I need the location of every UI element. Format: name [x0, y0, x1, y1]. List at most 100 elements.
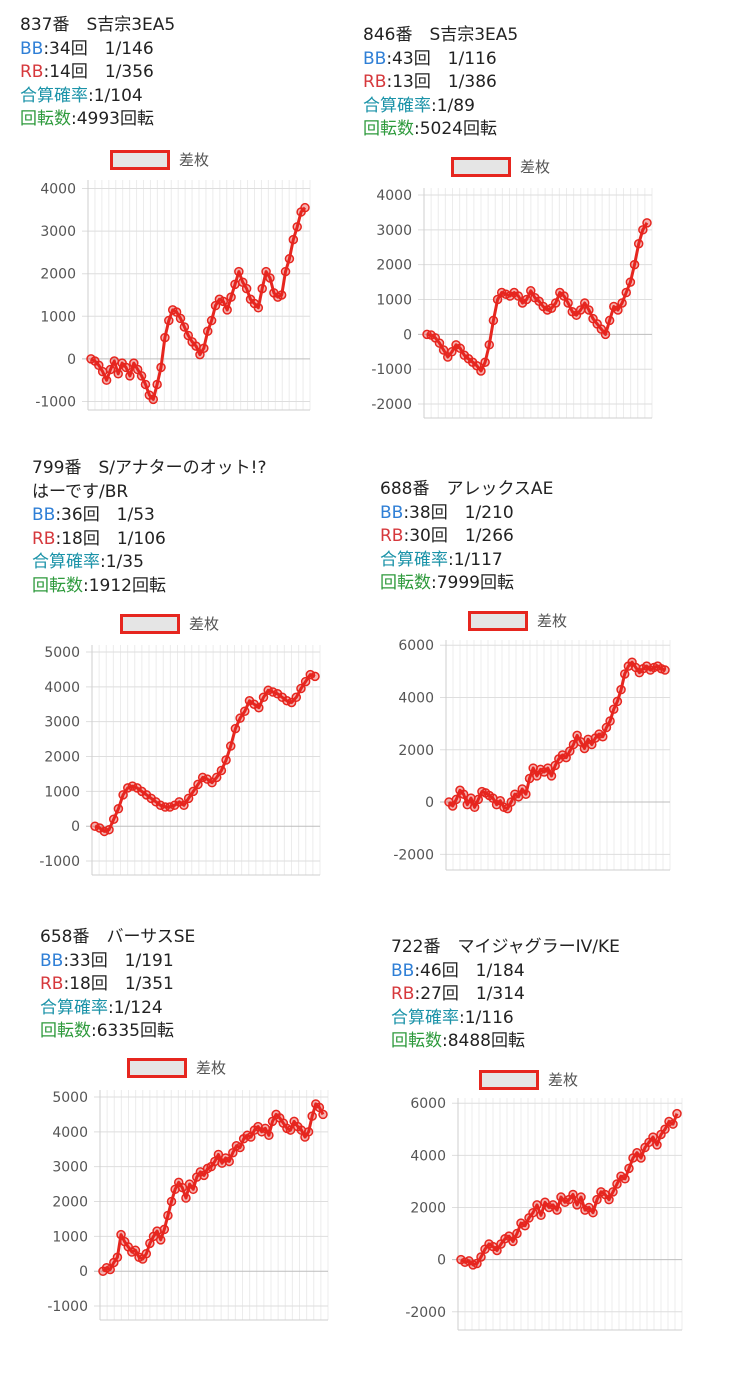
data-point — [303, 1127, 314, 1137]
data-point — [473, 794, 484, 805]
spins-row: 回転数:4993回転 — [20, 108, 175, 132]
rb-value: :14回 1/356 — [43, 62, 154, 82]
data-point — [604, 315, 615, 326]
data-point — [181, 1193, 191, 1203]
chart-legend[interactable]: 差枚 — [468, 610, 567, 631]
data-point — [265, 273, 275, 283]
machine-panel-837: 837番 S吉宗3EA5 BB:34回 1/146 RB:14回 1/356 合… — [20, 14, 175, 132]
data-point — [218, 296, 229, 307]
legend-label: 差枚 — [520, 158, 551, 176]
bb-row: BB:33回 1/191 — [40, 950, 195, 974]
data-point — [521, 789, 531, 799]
data-point — [613, 305, 623, 315]
data-point — [211, 772, 222, 783]
bb-label: BB — [391, 960, 415, 981]
data-point — [284, 254, 295, 264]
data-point — [579, 743, 590, 754]
machine-info: 799番 S/アナターのオット!? はーです/BR BB:36回 1/53 RB… — [32, 457, 266, 598]
y-tick-label: 2000 — [398, 743, 434, 759]
data-point — [199, 343, 209, 353]
data-point — [528, 1207, 538, 1218]
y-tick-label: 0 — [79, 1264, 88, 1280]
data-point — [652, 1140, 662, 1150]
total-label: 合算確率 — [363, 95, 431, 116]
data-point — [224, 1156, 234, 1167]
data-point — [476, 1252, 486, 1262]
y-tick-label: 3000 — [40, 224, 76, 240]
data-point — [240, 706, 250, 716]
data-point — [563, 298, 573, 308]
legend-label: 差枚 — [179, 151, 210, 169]
machine-title: 658番 バーサスSE — [40, 927, 196, 947]
total-label: 合算確率 — [391, 1007, 459, 1028]
y-tick-label: -1000 — [371, 362, 412, 378]
data-point — [300, 676, 311, 687]
machine-panel-799: 799番 S/アナターのオット!? はーです/BR BB:36回 1/53 RB… — [32, 457, 266, 598]
data-point — [625, 277, 636, 287]
chart-legend[interactable]: 差枚 — [451, 156, 550, 177]
machine-info: 658番 バーサスSE BB:33回 1/191 RB:18回 1/351 合算… — [40, 926, 195, 1044]
y-tick-label: 3000 — [44, 715, 80, 731]
machine-info: 846番 S吉宗3EA5 BB:43回 1/116 RB:13回 1/386 合… — [363, 24, 518, 142]
data-point — [512, 1228, 522, 1239]
data-point — [253, 303, 264, 313]
chart-legend[interactable]: 差枚 — [110, 149, 209, 170]
y-tick-label: 0 — [437, 1253, 446, 1269]
data-point — [642, 218, 652, 228]
data-point — [159, 1224, 170, 1235]
data-point — [307, 1111, 317, 1121]
bb-row: BB:34回 1/146 — [20, 38, 175, 62]
y-tick-label: 0 — [71, 819, 80, 835]
rb-label: RB — [380, 526, 404, 546]
total-row: 合算確率:1/104 — [20, 85, 175, 109]
legend-swatch — [468, 610, 528, 631]
data-point — [612, 1179, 622, 1189]
data-point — [619, 669, 630, 679]
bb-label: BB — [40, 950, 64, 971]
legend-swatch — [120, 613, 180, 634]
spins-row: 回転数:1912回転 — [32, 575, 266, 599]
data-point — [572, 1200, 582, 1210]
data-point — [605, 716, 615, 726]
data-point — [617, 298, 627, 308]
total-value: :1/116 — [459, 1007, 514, 1028]
data-point — [488, 315, 499, 326]
spins-label: 回転数 — [20, 109, 71, 129]
data-point — [125, 371, 135, 381]
data-point — [292, 222, 302, 232]
chart-legend[interactable]: 差枚 — [120, 613, 219, 634]
data-point — [155, 1235, 166, 1245]
data-point — [222, 305, 232, 315]
bb-row: BB:38回 1/210 — [380, 502, 553, 526]
data-point — [546, 771, 557, 781]
y-tick-label: -1000 — [35, 394, 76, 410]
data-point — [508, 1236, 518, 1247]
chart-legend[interactable]: 差枚 — [479, 1069, 578, 1090]
data-point — [257, 283, 267, 294]
data-point — [113, 369, 123, 379]
data-point — [166, 1196, 177, 1207]
data-point — [235, 1142, 245, 1153]
data-point — [112, 1252, 123, 1263]
legend-label: 差枚 — [196, 1059, 227, 1077]
bb-row: BB:36回 1/53 — [32, 504, 266, 528]
rb-row: RB:18回 1/351 — [40, 973, 195, 997]
data-point — [291, 692, 302, 703]
spins-value: :4993回転 — [71, 109, 154, 129]
legend-swatch — [110, 149, 170, 170]
data-point — [592, 1194, 602, 1205]
data-point — [455, 343, 465, 354]
data-point — [584, 305, 594, 315]
data-point — [636, 1153, 646, 1163]
y-tick-label: 1000 — [44, 784, 80, 800]
total-row: 合算確率:1/89 — [363, 95, 518, 119]
machine-panel-688: 688番 アレックスAE BB:38回 1/210 RB:30回 1/266 合… — [380, 478, 553, 596]
y-tick-label: 6000 — [398, 638, 434, 654]
data-point — [288, 234, 299, 245]
rb-row: RB:18回 1/106 — [32, 528, 266, 552]
data-point — [140, 379, 151, 390]
legend-swatch — [451, 156, 511, 177]
chart-legend[interactable]: 差枚 — [127, 1057, 226, 1078]
